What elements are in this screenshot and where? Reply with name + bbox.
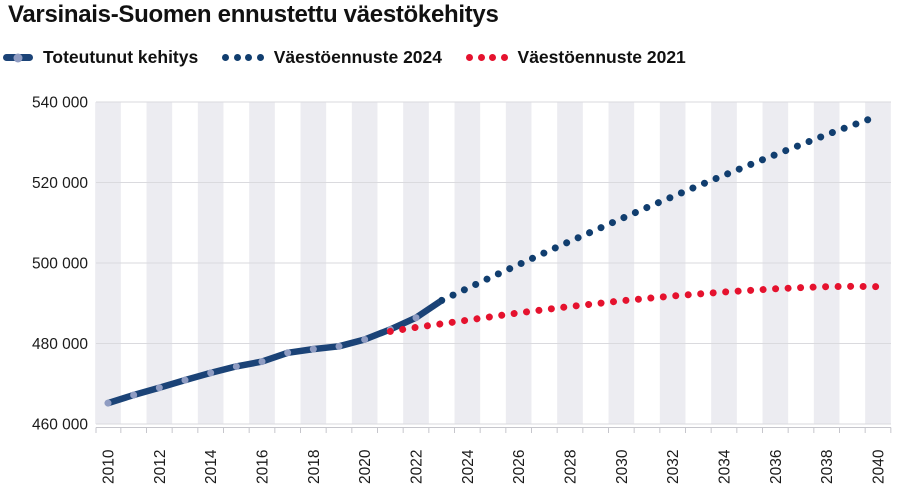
y-tick-label: 520 000 <box>32 175 88 192</box>
data-point-marker <box>361 335 369 343</box>
data-point-marker <box>232 362 240 370</box>
legend-label: Väestöennuste 2024 <box>273 47 443 67</box>
x-tick-label: 2028 <box>563 450 580 484</box>
legend-item-vaestoennuste-2021: Väestöennuste 2021 <box>466 47 686 68</box>
x-tick-label: 2016 <box>255 450 272 484</box>
series-v-est-ennuste-2024 <box>438 112 882 304</box>
data-point-marker <box>181 376 189 384</box>
x-tick-label: 2032 <box>665 450 682 484</box>
dotted-line-swatch-icon <box>466 54 508 61</box>
x-tick-label: 2014 <box>203 449 220 484</box>
dotted-line-swatch-icon <box>222 54 264 61</box>
legend-label: Toteutunut kehitys <box>43 47 199 67</box>
y-tick-label: 480 000 <box>32 336 88 353</box>
data-point-marker <box>155 384 163 392</box>
data-point-marker <box>284 349 292 357</box>
x-tick-label: 2010 <box>101 449 118 484</box>
x-tick-label: 2038 <box>819 450 836 484</box>
x-axis <box>95 427 892 433</box>
x-tick-label: 2034 <box>717 449 734 484</box>
x-tick-label: 2018 <box>306 450 323 484</box>
data-point-marker <box>258 358 266 366</box>
x-tick-label: 2012 <box>152 450 169 484</box>
x-tick-label: 2040 <box>871 449 888 484</box>
chart-legend: Toteutunut kehitys Väestöennuste 2024 Vä… <box>3 47 686 68</box>
x-tick-label: 2030 <box>614 449 631 484</box>
x-tick-label: 2026 <box>511 450 528 484</box>
x-tick-label: 2020 <box>357 449 374 484</box>
data-point-marker <box>130 391 138 399</box>
data-point-marker <box>207 369 215 377</box>
data-point-marker <box>104 399 112 407</box>
x-tick-label: 2024 <box>460 449 477 484</box>
data-point-marker <box>335 342 343 350</box>
data-point-marker <box>309 345 317 353</box>
x-axis-labels: 2010 2012 2014 2016 2018 2020 2022 2024 2026 2028… <box>101 449 888 484</box>
legend-label: Väestöennuste 2021 <box>517 47 686 67</box>
x-tick-label: 2036 <box>768 450 785 484</box>
legend-item-vaestoennuste-2024: Väestöennuste 2024 <box>222 47 442 68</box>
solid-line-swatch-icon <box>3 53 33 62</box>
y-tick-label: 540 000 <box>32 95 88 112</box>
x-tick-label: 2022 <box>409 450 426 484</box>
y-tick-label: 500 000 <box>32 256 88 273</box>
chart-title: Varsinais-Suomen ennustettu väestökehity… <box>8 1 499 28</box>
y-axis-labels: 460 000 480 000 500 000 520 000 540 000 <box>32 95 88 434</box>
data-point-marker <box>412 314 420 322</box>
legend-item-toteutunut-kehitys: Toteutunut kehitys <box>3 47 198 68</box>
series-toteutunut-kehitys <box>104 296 446 407</box>
marker-dot-icon <box>13 53 23 62</box>
y-tick-label: 460 000 <box>32 417 88 434</box>
gridlines <box>96 101 891 425</box>
